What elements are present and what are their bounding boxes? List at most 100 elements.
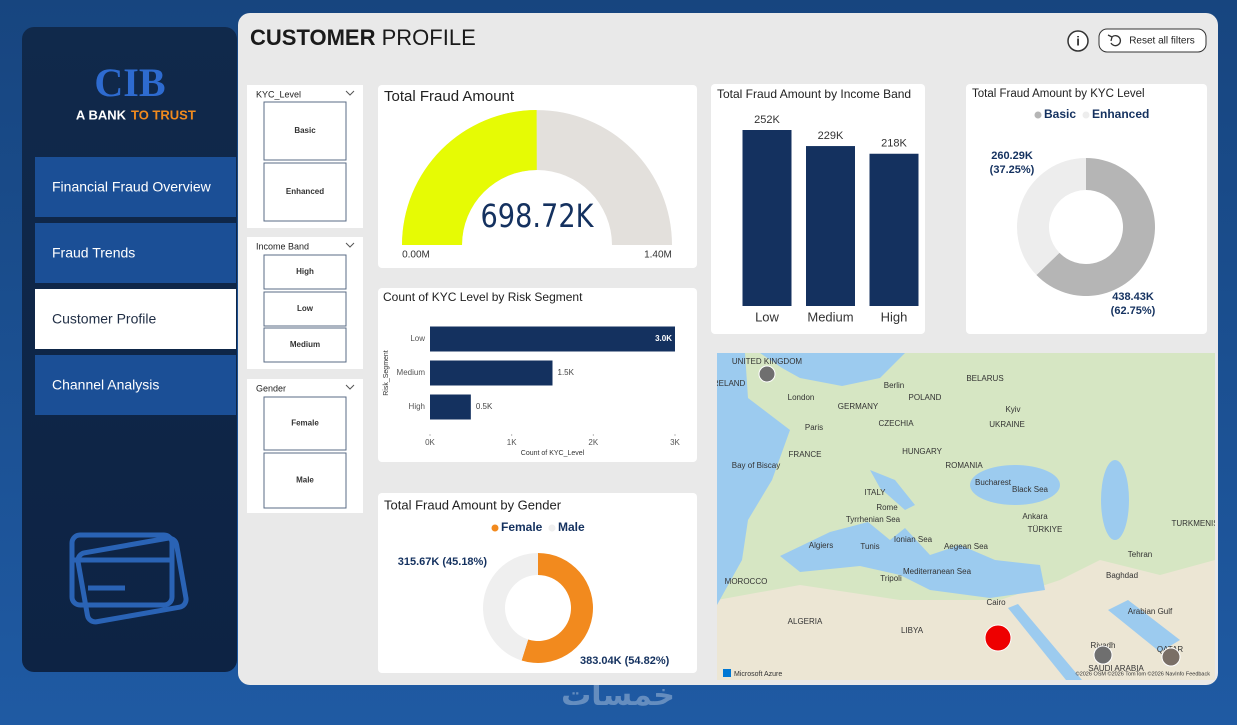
slicer-item[interactable] xyxy=(263,101,347,161)
slicer-item-label[interactable]: Male xyxy=(296,476,314,485)
chart-title: Total Fraud Amount xyxy=(384,88,515,105)
data-label: 315.67K (45.18%) xyxy=(398,556,488,568)
slicer-chevron[interactable] xyxy=(345,242,355,248)
card-icon xyxy=(69,532,189,625)
x-axis-title: Count of KYC_Level xyxy=(521,450,585,457)
legend-label: Female xyxy=(501,520,543,534)
legend-label: Basic xyxy=(1044,107,1076,121)
slicer-item-label[interactable]: Medium xyxy=(290,340,320,349)
slicer-chevron[interactable] xyxy=(345,384,355,390)
slicer-item[interactable] xyxy=(263,254,347,290)
map-label: Tehran xyxy=(1128,550,1152,559)
watermark: خمسات xyxy=(561,679,675,712)
slicer-title: KYC_Level xyxy=(256,89,301,99)
map-attribution: Microsoft Azure xyxy=(734,671,782,678)
map-label: TÜRKIYE xyxy=(1028,525,1063,534)
data-label: 3.0K xyxy=(655,334,672,343)
gauge-max: 1.40M xyxy=(644,250,672,261)
legend-marker xyxy=(1034,111,1042,119)
map-label: Tyrrhenian Sea xyxy=(846,515,901,524)
data-label: 438.43K (62.75%) xyxy=(1110,291,1156,317)
slicer-item-label[interactable]: Enhanced xyxy=(286,187,324,196)
x-tick-label: Low xyxy=(755,309,779,324)
map-label: GERMANY xyxy=(838,402,879,411)
map-bubble[interactable] xyxy=(758,365,776,383)
map-label: ROMANIA xyxy=(945,461,983,470)
map-label: IRELAND xyxy=(711,379,746,388)
bar xyxy=(430,360,553,386)
map-sea xyxy=(970,465,1060,505)
slicer-item[interactable] xyxy=(263,162,347,222)
donut-slice xyxy=(483,553,538,661)
y-tick-label: Low xyxy=(410,334,425,343)
map-label: TURKMENIS xyxy=(1171,519,1218,528)
legend-marker xyxy=(1082,111,1090,119)
slicer-item[interactable] xyxy=(263,291,347,327)
slicer-item[interactable] xyxy=(263,452,347,509)
x-tick-label: 1K xyxy=(507,438,517,447)
map-label: CZECHIA xyxy=(878,419,914,428)
donut-slice xyxy=(1036,158,1156,297)
map-sea xyxy=(1101,460,1129,540)
map-bubble[interactable] xyxy=(1161,647,1181,667)
map-label: ITALY xyxy=(864,488,886,497)
chart-title: Total Fraud Amount by Gender xyxy=(384,497,562,512)
title-light: PROFILE xyxy=(382,25,476,50)
reset-label[interactable]: Reset all filters xyxy=(1129,36,1195,47)
map-label: Ionian Sea xyxy=(894,535,933,544)
slicer-chevron[interactable] xyxy=(345,90,355,96)
data-label: 229K xyxy=(818,130,844,142)
data-label: 260.29K (37.25%) xyxy=(989,150,1035,176)
x-tick-label: High xyxy=(881,309,908,324)
map-label: Berlin xyxy=(884,381,904,390)
nav-button[interactable] xyxy=(35,157,236,217)
nav-label[interactable]: Customer Profile xyxy=(52,311,156,327)
slicer-item[interactable] xyxy=(263,327,347,363)
map-label: Bucharest xyxy=(975,478,1012,487)
chart-title: Count of KYC Level by Risk Segment xyxy=(383,290,583,304)
reset-button[interactable] xyxy=(1098,28,1207,53)
map-sea xyxy=(1008,604,1082,680)
bar xyxy=(430,326,675,352)
map-label: SAUDI ARABIA xyxy=(1088,664,1144,673)
map-desert xyxy=(717,560,1215,680)
map-label: ALGERIA xyxy=(788,617,823,626)
slicer-item-label[interactable]: Low xyxy=(297,304,314,313)
map-sea xyxy=(760,353,905,386)
gauge-value: 698.72K xyxy=(481,198,595,236)
map-label: MOROCCO xyxy=(725,577,768,586)
slicer-item[interactable] xyxy=(263,396,347,451)
map-bubble[interactable] xyxy=(1093,645,1113,665)
x-tick-label: 2K xyxy=(588,438,598,447)
slicer-item-label[interactable]: High xyxy=(296,267,314,276)
nav-button[interactable] xyxy=(35,289,236,349)
slicer-title: Gender xyxy=(256,383,286,393)
map-label: Tunis xyxy=(860,542,879,551)
data-label: 1.5K xyxy=(558,368,575,377)
map-label: Black Sea xyxy=(1012,485,1049,494)
map-label: POLAND xyxy=(909,393,942,402)
gauge-fill xyxy=(402,110,537,246)
legend-label: Enhanced xyxy=(1092,107,1149,121)
slicer-item-label[interactable]: Basic xyxy=(294,126,316,135)
map-label: Mediterranean Sea xyxy=(903,567,972,576)
nav-label[interactable]: Channel Analysis xyxy=(52,377,159,393)
map-sea xyxy=(870,470,915,510)
nav-label[interactable]: Fraud Trends xyxy=(52,245,135,261)
reset-icon xyxy=(1107,34,1121,47)
nav-button[interactable] xyxy=(35,355,236,415)
slicer-item-label[interactable]: Female xyxy=(291,419,319,428)
nav-button[interactable] xyxy=(35,223,236,283)
info-icon[interactable]: i xyxy=(1076,33,1080,48)
donut-slice xyxy=(1017,158,1086,276)
legend-marker xyxy=(548,524,556,532)
tagline: TO TRUST xyxy=(131,107,196,122)
info-button[interactable] xyxy=(1067,30,1089,52)
map-bubble[interactable] xyxy=(984,624,1012,652)
bar xyxy=(869,153,919,306)
tagline: A BANK xyxy=(76,107,127,122)
chart-title: Total Fraud Amount by Income Band xyxy=(717,87,911,101)
nav-label[interactable]: Financial Fraud Overview xyxy=(52,179,212,195)
